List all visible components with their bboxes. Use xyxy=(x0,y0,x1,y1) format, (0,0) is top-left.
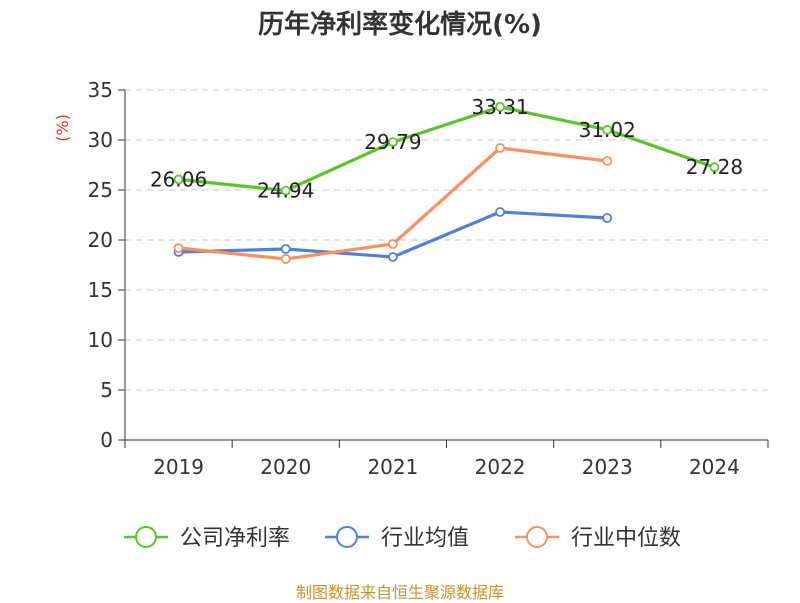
legend-marker xyxy=(135,526,157,548)
data-point xyxy=(495,143,505,153)
axes: 0 5 10 15 20 25 30 35 2019 2020 2021 2022 2023 2024 xyxy=(88,78,769,479)
data-point xyxy=(173,243,184,253)
data-point xyxy=(495,102,505,112)
y-tick-label: 5 xyxy=(100,378,113,402)
legend-label: 公司净利率 xyxy=(180,526,290,551)
data-point xyxy=(602,124,613,135)
data-point xyxy=(709,162,720,173)
y-tick-label: 0 xyxy=(100,428,113,452)
series-line xyxy=(178,105,715,193)
data-label: 24.94 xyxy=(257,179,314,203)
series-line xyxy=(178,210,608,259)
legend-label: 行业均值 xyxy=(381,526,469,551)
data-label: 31.02 xyxy=(579,118,636,142)
data-label: 33.31 xyxy=(471,95,528,119)
y-tick-label: 25 xyxy=(88,178,113,202)
source-note: 制图数据来自恒生聚源数据库 xyxy=(295,583,504,602)
data-point xyxy=(280,185,291,196)
data-point xyxy=(280,254,291,264)
series-lines xyxy=(173,102,720,264)
x-tick-label: 2021 xyxy=(367,455,418,479)
chart-title: 历年净利率变化情况(%) xyxy=(258,10,542,40)
y-tick-label: 15 xyxy=(88,278,113,302)
data-label: 27.28 xyxy=(686,155,743,179)
legend-label: 行业中位数 xyxy=(571,526,681,551)
y-tick-label: 30 xyxy=(88,128,113,152)
data-labels: 26.06 24.94 29.79 33.31 31.02 27.28 xyxy=(150,95,743,203)
data-point xyxy=(388,137,398,148)
x-tick-label: 2019 xyxy=(153,455,204,479)
y-tick-label: 35 xyxy=(88,78,113,102)
data-point xyxy=(173,174,184,185)
data-point xyxy=(602,156,613,166)
legend-marker xyxy=(336,526,358,548)
x-tick-label: 2024 xyxy=(689,455,740,479)
data-point xyxy=(388,252,398,262)
x-tick-label: 2020 xyxy=(260,455,311,479)
data-label: 26.06 xyxy=(150,167,207,191)
legend: 公司净利率 行业均值 行业中位数 xyxy=(124,526,681,551)
y-tick-label: 20 xyxy=(88,228,113,252)
y-axis-label: (%) xyxy=(53,114,72,142)
data-point xyxy=(280,244,291,254)
y-tick-label: 10 xyxy=(88,328,113,352)
data-label: 29.79 xyxy=(364,130,421,154)
data-point xyxy=(602,213,613,223)
data-point xyxy=(495,207,505,217)
legend-marker xyxy=(526,526,548,548)
x-tick-label: 2023 xyxy=(582,455,633,479)
gridlines xyxy=(125,89,768,391)
data-point xyxy=(388,239,398,249)
x-tick-label: 2022 xyxy=(475,455,526,479)
